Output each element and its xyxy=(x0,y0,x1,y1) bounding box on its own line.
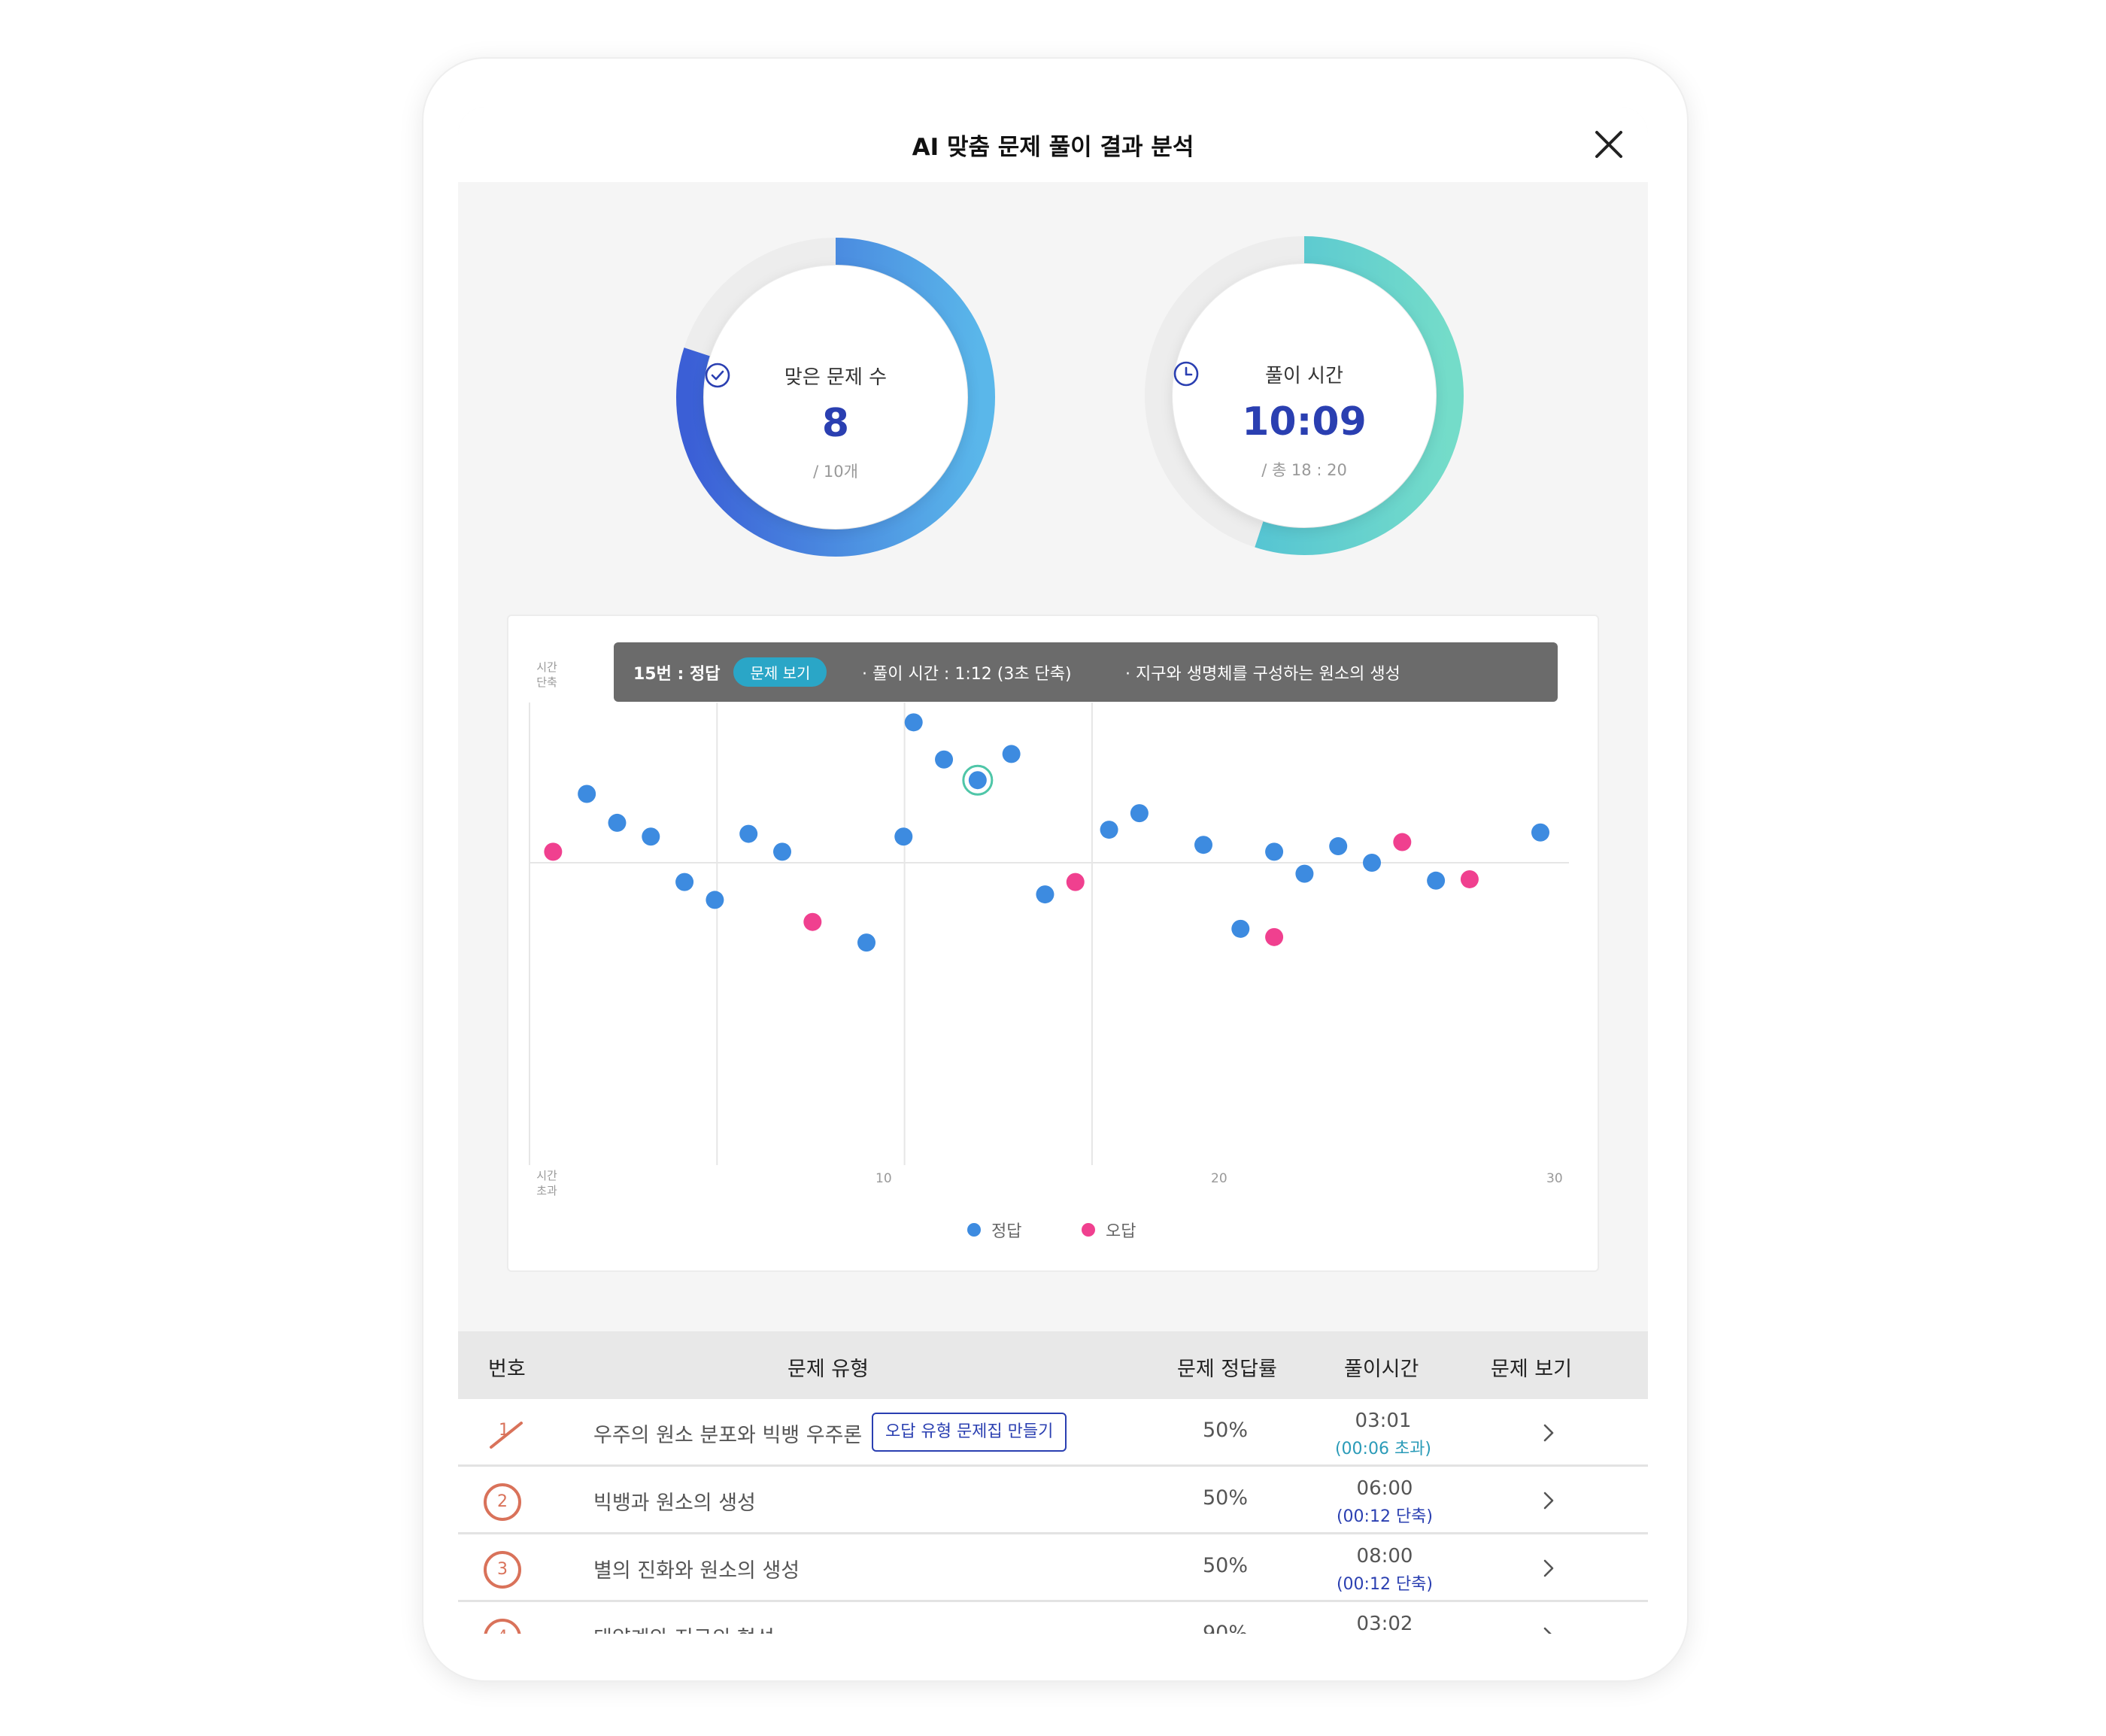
correct-point[interactable] xyxy=(1130,804,1149,823)
gauge-center: 맞은 문제 수 8 / 10개 xyxy=(704,266,967,529)
clock-icon xyxy=(1173,361,1199,387)
results-modal: AI 맞춤 문제 풀이 결과 분석 맞은 문제 수 xyxy=(458,107,1648,1634)
row-rate: 50% xyxy=(1203,1554,1249,1577)
correct-point[interactable] xyxy=(1531,823,1549,842)
wrong-point[interactable] xyxy=(1265,927,1284,946)
row-number: 3 xyxy=(484,1551,521,1589)
results-table-header: 번호 문제 유형 문제 정답률 풀이시간 문제 보기 xyxy=(458,1331,1648,1399)
chevron-right-icon[interactable] xyxy=(1538,1420,1559,1446)
col-rate-header: 문제 정답률 xyxy=(1177,1358,1277,1381)
correct-point[interactable] xyxy=(894,827,913,846)
chevron-right-icon[interactable] xyxy=(1538,1623,1559,1634)
correct-point[interactable] xyxy=(1329,837,1348,856)
modal-header: AI 맞춤 문제 풀이 결과 분석 xyxy=(458,107,1648,182)
col-view-header: 문제 보기 xyxy=(1491,1358,1572,1381)
view-question-button[interactable]: 문제 보기 xyxy=(733,657,827,687)
gauge-center: 풀이 시간 10:09 / 총 18 : 20 xyxy=(1173,264,1436,527)
row-time-delta: (00:12 단축) xyxy=(1336,1507,1434,1526)
legend-correct: 정답 xyxy=(967,1218,1021,1242)
correct-point[interactable] xyxy=(1002,745,1021,763)
row-type: 빅뱅과 원소의 생성 xyxy=(593,1492,756,1515)
row-type: 태양계와 지구의 형성 xyxy=(593,1622,775,1634)
modal-title: AI 맞춤 문제 풀이 결과 분석 xyxy=(912,134,1194,161)
results-table-body: 1 우주의 원소 분포와 빅뱅 우주론 오답 유형 문제집 만들기 50% 03… xyxy=(458,1399,1648,1634)
close-icon[interactable] xyxy=(1592,128,1625,161)
tooltip-question-number: 15번 : 정답 xyxy=(633,664,721,684)
correct-point[interactable] xyxy=(1231,919,1250,938)
correct-point[interactable] xyxy=(1363,854,1381,872)
row-rate: 50% xyxy=(1203,1486,1249,1510)
col-type-header: 문제 유형 xyxy=(787,1358,869,1381)
x-tick-label: 30 xyxy=(1546,1171,1563,1186)
correct-point[interactable] xyxy=(968,771,987,790)
correct-count-gauge: 맞은 문제 수 8 / 10개 xyxy=(676,238,995,557)
row-time: 08:00 xyxy=(1356,1545,1413,1568)
table-row[interactable]: 1 우주의 원소 분포와 빅뱅 우주론 오답 유형 문제집 만들기 50% 03… xyxy=(458,1399,1648,1467)
correct-point[interactable] xyxy=(675,873,694,891)
table-row[interactable]: 3 별의 진화와 원소의 생성 50% 08:00 (00:12 단축) xyxy=(458,1534,1648,1602)
correct-count-value: 8 xyxy=(821,401,850,446)
table-row[interactable]: 4 태양계와 지구의 형성 90% 03:02 xyxy=(458,1602,1648,1634)
scatter-plot xyxy=(529,703,1569,1165)
col-number-header: 번호 xyxy=(488,1358,526,1381)
legend-wrong-dot xyxy=(1082,1223,1095,1237)
wrong-point[interactable] xyxy=(1393,833,1412,851)
row-time: 06:00 xyxy=(1356,1477,1413,1500)
tooltip-solve-time: · 풀이 시간 : 1:12 (3초 단축) xyxy=(862,664,1072,684)
legend-correct-dot xyxy=(967,1223,981,1237)
correct-point[interactable] xyxy=(1194,836,1212,854)
correct-point[interactable] xyxy=(1295,864,1314,883)
solve-time-total: / 총 18 : 20 xyxy=(1261,461,1347,479)
chevron-right-icon[interactable] xyxy=(1538,1555,1559,1581)
wrong-point[interactable] xyxy=(544,842,563,861)
y-axis-bottom-label: 시간 초과 xyxy=(536,1169,557,1197)
row-time-delta: (00:06 초과) xyxy=(1334,1440,1432,1458)
correct-point[interactable] xyxy=(642,827,660,846)
correct-point[interactable] xyxy=(773,842,791,861)
col-time-header: 풀이시간 xyxy=(1344,1358,1419,1381)
chevron-right-icon[interactable] xyxy=(1538,1488,1559,1513)
make-wrong-answer-workbook-button[interactable]: 오답 유형 문제집 만들기 xyxy=(872,1413,1067,1452)
row-time-delta: (00:12 단축) xyxy=(1336,1575,1434,1594)
correct-point[interactable] xyxy=(1265,842,1284,861)
legend-wrong-label: 오답 xyxy=(1106,1222,1136,1241)
correct-point[interactable] xyxy=(706,891,724,909)
correct-point[interactable] xyxy=(608,813,627,832)
correct-point[interactable] xyxy=(1100,821,1118,839)
solve-time-gauge: 풀이 시간 10:09 / 총 18 : 20 xyxy=(1145,236,1464,555)
correct-point[interactable] xyxy=(1036,885,1055,904)
row-type: 우주의 원소 분포와 빅뱅 우주론 xyxy=(593,1424,863,1447)
row-time: 03:02 xyxy=(1356,1613,1413,1634)
tooltip-topic: · 지구와 생명체를 구성하는 원소의 생성 xyxy=(1125,664,1400,684)
wrong-point[interactable] xyxy=(1460,870,1479,888)
row-type: 별의 진화와 원소의 생성 xyxy=(593,1559,800,1583)
correct-count-label: 맞은 문제 수 xyxy=(784,366,888,389)
x-tick-label: 10 xyxy=(875,1171,892,1186)
y-axis-top-label: 시간 단축 xyxy=(536,660,557,689)
check-circle-icon xyxy=(705,363,730,388)
solve-time-value: 10:09 xyxy=(1242,399,1367,445)
legend-correct-label: 정답 xyxy=(991,1222,1022,1241)
correct-point[interactable] xyxy=(578,785,596,803)
row-number: 4 xyxy=(484,1619,521,1634)
legend-wrong: 오답 xyxy=(1082,1218,1136,1242)
correct-point[interactable] xyxy=(935,750,954,769)
row-rate: 50% xyxy=(1203,1419,1249,1442)
point-tooltip: 15번 : 정답 문제 보기 · 풀이 시간 : 1:12 (3초 단축) · … xyxy=(614,642,1558,702)
wrong-mark-icon: 1 xyxy=(490,1421,523,1449)
table-row[interactable]: 2 빅뱅과 원소의 생성 50% 06:00 (00:12 단축) xyxy=(458,1467,1648,1534)
row-number: 2 xyxy=(484,1483,521,1521)
correct-point[interactable] xyxy=(857,933,875,952)
correct-count-total: / 10개 xyxy=(813,463,858,481)
wrong-point[interactable] xyxy=(1066,873,1085,891)
correct-point[interactable] xyxy=(904,713,923,732)
correct-point[interactable] xyxy=(739,824,758,843)
x-tick-label: 20 xyxy=(1211,1171,1227,1186)
correct-point[interactable] xyxy=(1427,871,1446,890)
scatter-chart-card: 시간 단축 시간 초과 10 20 30 15번 : 정답 문제 보기 · 풀이… xyxy=(507,615,1599,1272)
row-rate: 90% xyxy=(1203,1622,1249,1634)
row-time: 03:01 xyxy=(1355,1410,1412,1432)
wrong-point[interactable] xyxy=(803,912,822,931)
solve-time-label: 풀이 시간 xyxy=(1265,365,1343,387)
